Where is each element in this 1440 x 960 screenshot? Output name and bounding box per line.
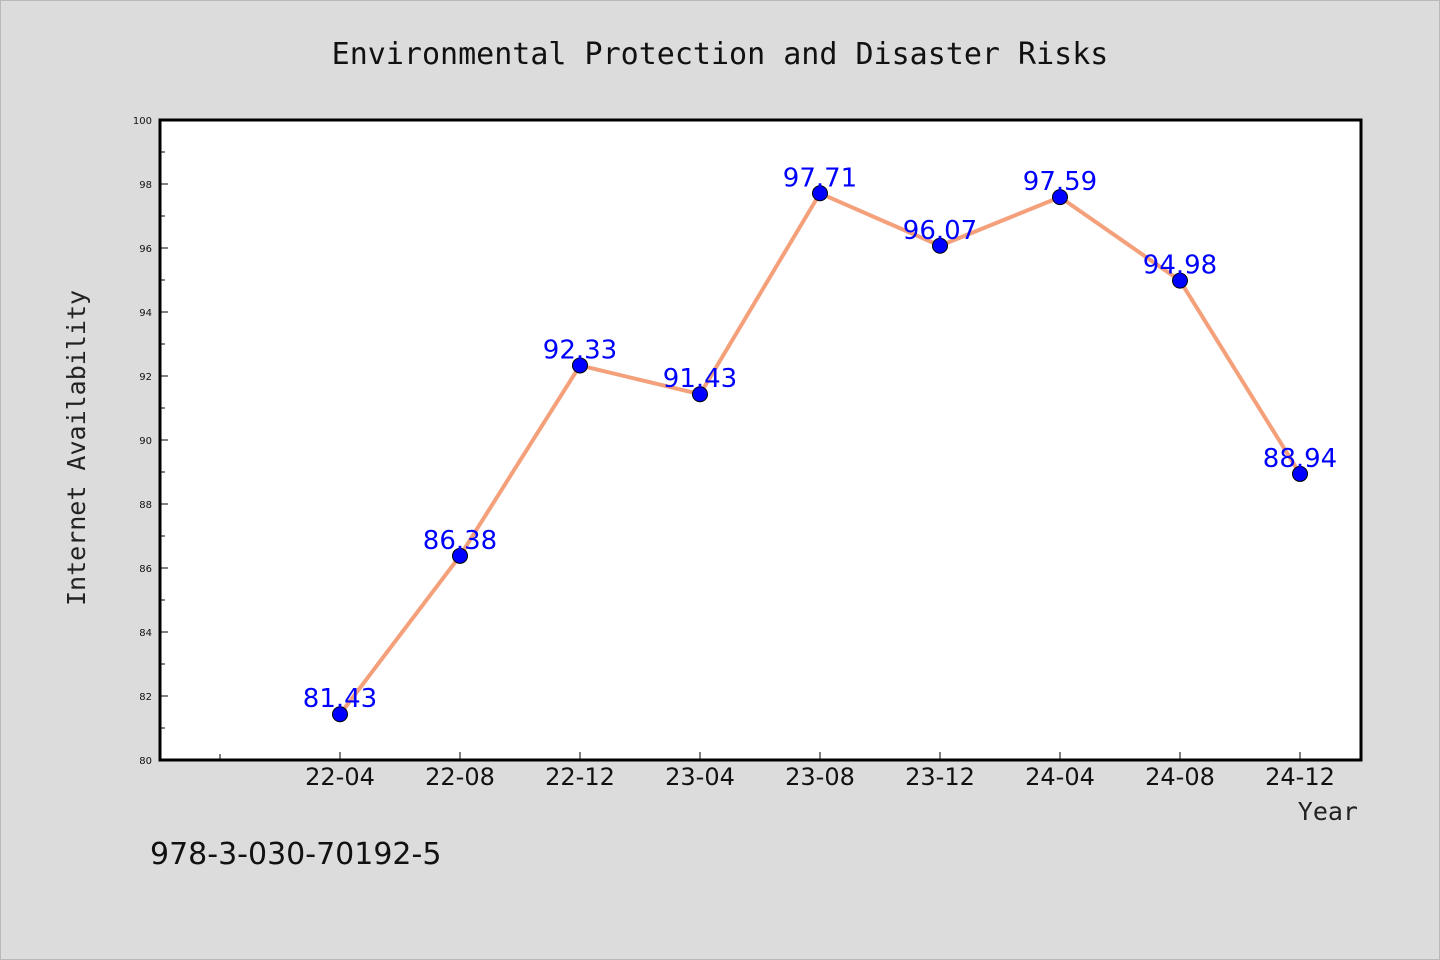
data-label: 91.43 (663, 364, 737, 394)
y-axis: 80 82 84 86 88 90 92 94 96 98 100 (133, 116, 168, 767)
y-tick-label: 90 (139, 436, 152, 447)
data-label: 97.71 (783, 163, 857, 193)
data-point (1052, 189, 1068, 206)
data-labels-group: 81.43 86.38 92.33 91.43 97.71 96.07 97.59 94.98… (303, 163, 1337, 714)
data-point (572, 357, 588, 374)
x-tick-label: 24-04 (1025, 763, 1095, 791)
x-tick-label: 23-12 (905, 763, 975, 791)
data-label: 97.59 (1023, 167, 1097, 197)
data-label: 88.94 (1263, 444, 1337, 474)
x-tick-label: 22-12 (545, 763, 615, 791)
data-label: 81.43 (303, 684, 377, 714)
x-tick-label: 24-12 (1265, 763, 1335, 791)
data-label: 96.07 (903, 216, 977, 246)
data-point (452, 547, 468, 564)
y-tick-label: 86 (139, 564, 152, 575)
x-axis-label: Year (1298, 797, 1358, 826)
data-point (1172, 272, 1188, 289)
data-point (692, 386, 708, 403)
data-label: 94.98 (1143, 251, 1217, 281)
x-tick-label: 22-04 (305, 763, 375, 791)
markers-group (332, 185, 1308, 723)
y-tick-label: 84 (139, 628, 152, 639)
y-tick-label: 88 (139, 500, 152, 511)
data-point (812, 185, 828, 202)
x-axis: 22-04 22-08 22-12 23-04 23-08 23-12 24-04 24-08… (219, 752, 1335, 791)
y-tick-label: 80 (139, 756, 152, 767)
y-tick-label: 94 (139, 308, 152, 319)
data-label: 92.33 (543, 335, 617, 365)
y-tick-label: 98 (139, 180, 152, 191)
x-tick-label: 22-08 (425, 763, 495, 791)
plot-area (158, 118, 1363, 762)
y-axis-label: Internet Availability (62, 290, 91, 606)
chart-title: Environmental Protection and Disaster Ri… (332, 37, 1109, 72)
data-point (932, 237, 948, 254)
isbn-text: 978-3-030-70192-5 (150, 837, 441, 872)
y-tick-label: 100 (133, 116, 152, 127)
y-tick-label: 96 (139, 244, 152, 255)
data-point (332, 706, 348, 723)
x-tick-label: 23-08 (785, 763, 855, 791)
data-label: 86.38 (423, 526, 497, 556)
y-tick-label: 82 (139, 692, 152, 703)
y-tick-label: 92 (139, 372, 152, 383)
data-point (1292, 465, 1308, 482)
x-tick-label: 24-08 (1145, 763, 1215, 791)
x-tick-label: 23-04 (665, 763, 735, 791)
